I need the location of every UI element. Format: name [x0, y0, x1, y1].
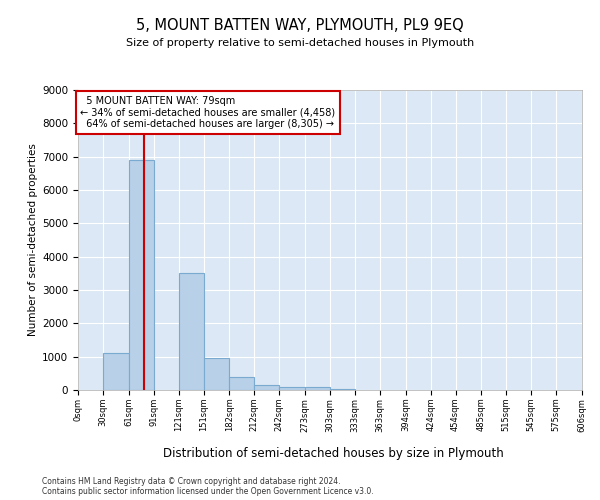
Text: Distribution of semi-detached houses by size in Plymouth: Distribution of semi-detached houses by …: [163, 448, 503, 460]
Text: 5 MOUNT BATTEN WAY: 79sqm
← 34% of semi-detached houses are smaller (4,458)
  64: 5 MOUNT BATTEN WAY: 79sqm ← 34% of semi-…: [80, 96, 335, 129]
Bar: [305, 388, 330, 390]
Y-axis label: Number of semi-detached properties: Number of semi-detached properties: [28, 144, 38, 336]
Text: Contains HM Land Registry data © Crown copyright and database right 2024.: Contains HM Land Registry data © Crown c…: [42, 478, 341, 486]
Text: Contains public sector information licensed under the Open Government Licence v3: Contains public sector information licen…: [42, 488, 374, 496]
Bar: [254, 385, 279, 390]
Bar: [103, 354, 129, 390]
Bar: [179, 274, 203, 390]
Bar: [279, 386, 305, 390]
Text: Size of property relative to semi-detached houses in Plymouth: Size of property relative to semi-detach…: [126, 38, 474, 48]
Bar: [129, 160, 154, 390]
Bar: [229, 376, 254, 390]
Bar: [330, 389, 355, 390]
Text: 5, MOUNT BATTEN WAY, PLYMOUTH, PL9 9EQ: 5, MOUNT BATTEN WAY, PLYMOUTH, PL9 9EQ: [136, 18, 464, 32]
Bar: [203, 358, 229, 390]
